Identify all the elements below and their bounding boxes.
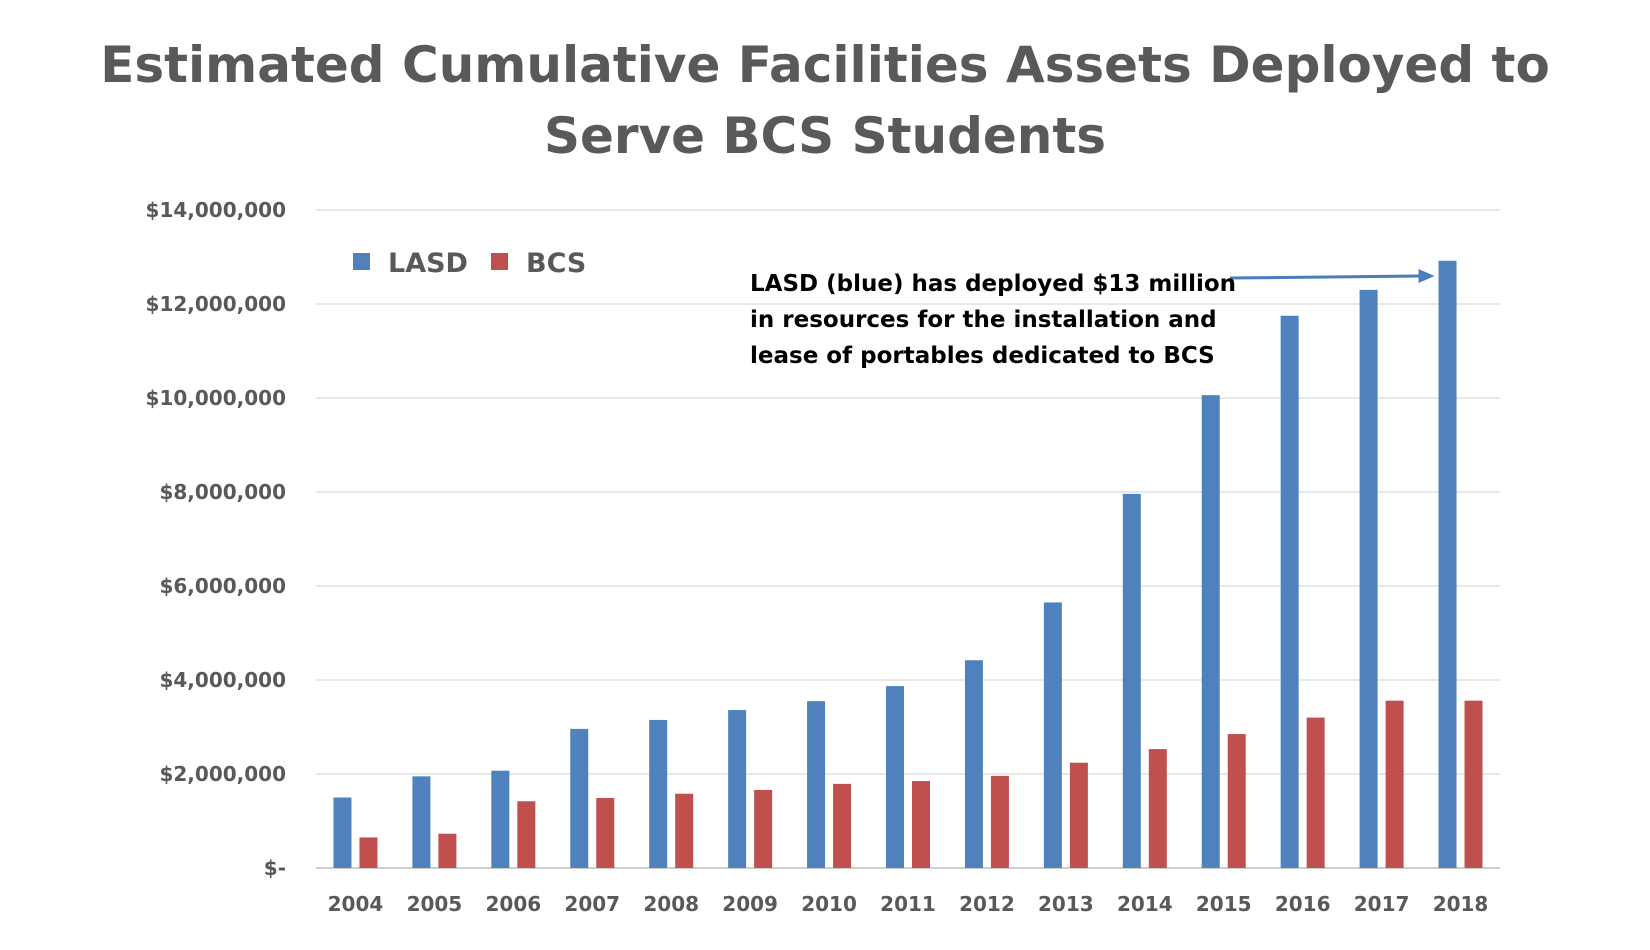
- chart-title-line-1: Estimated Cumulative Facilities Assets D…: [100, 36, 1550, 94]
- x-tick-label: 2013: [1038, 892, 1094, 916]
- bar-lasd-2018: [1438, 260, 1457, 868]
- bar-bcs-2012: [990, 775, 1009, 868]
- y-tick-label: $8,000,000: [159, 480, 286, 504]
- bar-bcs-2015: [1227, 734, 1246, 868]
- y-tick-label: $14,000,000: [146, 198, 286, 222]
- bar-bcs-2011: [912, 781, 930, 868]
- bar-bcs-2016: [1306, 717, 1325, 868]
- bar-lasd-2004: [333, 797, 352, 868]
- bar-bcs-2017: [1385, 700, 1404, 868]
- x-tick-label: 2011: [880, 892, 936, 916]
- x-tick-label: 2007: [564, 892, 620, 916]
- bar-bcs-2013: [1069, 762, 1088, 868]
- bars: [333, 260, 1483, 868]
- x-tick-label: 2008: [643, 892, 699, 916]
- bar-lasd-2007: [570, 728, 589, 868]
- bar-bcs-2008: [675, 793, 694, 868]
- bar-lasd-2006: [491, 770, 510, 868]
- chart-title-line-2: Serve BCS Students: [543, 107, 1107, 165]
- bar-lasd-2017: [1359, 289, 1378, 868]
- y-tick-label: $4,000,000: [159, 668, 286, 692]
- y-axis-tick-labels: $- $2,000,000 $4,000,000 $6,000,000 $8,000,0…: [146, 198, 286, 880]
- x-tick-label: 2010: [801, 892, 857, 916]
- bar-lasd-2012: [964, 660, 983, 868]
- x-tick-label: 2017: [1354, 892, 1410, 916]
- y-tick-label: $-: [264, 856, 286, 880]
- annotation-line-3: lease of portables dedicated to BCS: [750, 343, 1215, 369]
- x-tick-label: 2016: [1275, 892, 1331, 916]
- x-tick-label: 2018: [1433, 892, 1489, 916]
- gridlines: [316, 209, 1500, 869]
- annotation-line-2: in resources for the installation and: [750, 307, 1217, 333]
- annotation-arrow-shaft: [1229, 274, 1421, 280]
- bar-lasd-2008: [649, 719, 668, 868]
- legend-label-lasd: LASD: [388, 248, 468, 279]
- bar-bcs-2005: [438, 833, 457, 868]
- y-tick-label: $10,000,000: [146, 386, 286, 410]
- annotation-arrow-head: [1418, 269, 1435, 283]
- annotation-text: LASD (blue) has deployed $13 million in …: [750, 266, 1237, 374]
- bar-bcs-2009: [754, 789, 773, 868]
- bar-bcs-2006: [517, 801, 536, 868]
- x-tick-label: 2015: [1196, 892, 1252, 916]
- x-tick-label: 2006: [485, 892, 541, 916]
- bar-lasd-2010: [807, 701, 826, 868]
- annotation-line-1: LASD (blue) has deployed $13 million: [750, 271, 1237, 297]
- bar-bcs-2014: [1148, 749, 1167, 868]
- chart-title: Estimated Cumulative Facilities Assets D…: [0, 30, 1650, 172]
- bar-bcs-2007: [596, 797, 615, 868]
- bar-bcs-2004: [359, 837, 378, 868]
- x-tick-label: 2012: [959, 892, 1015, 916]
- bar-lasd-2011: [886, 686, 904, 868]
- y-tick-label: $2,000,000: [159, 762, 286, 786]
- y-tick-label: $12,000,000: [146, 292, 286, 316]
- x-tick-label: 2004: [328, 892, 384, 916]
- bar-lasd-2013: [1043, 602, 1062, 868]
- bar-lasd-2005: [412, 776, 431, 868]
- legend-swatch-lasd: [353, 253, 370, 270]
- bar-bcs-2018: [1464, 700, 1483, 868]
- legend-label-bcs: BCS: [526, 248, 586, 279]
- bar-lasd-2014: [1122, 493, 1141, 868]
- bar-lasd-2016: [1280, 315, 1299, 868]
- legend: LASD BCS: [353, 248, 586, 279]
- x-tick-label: 2014: [1117, 892, 1173, 916]
- annotation-arrow: [1229, 269, 1435, 283]
- x-axis-tick-labels: 2004 2005 2006 2007 2008 2009 2010 2011 2012 2013…: [328, 892, 1489, 916]
- legend-swatch-bcs: [491, 253, 508, 270]
- bar-bcs-2010: [833, 783, 852, 868]
- bar-lasd-2009: [728, 710, 747, 868]
- x-tick-label: 2009: [722, 892, 778, 916]
- x-tick-label: 2005: [407, 892, 463, 916]
- y-tick-label: $6,000,000: [159, 574, 286, 598]
- bar-lasd-2015: [1201, 395, 1220, 868]
